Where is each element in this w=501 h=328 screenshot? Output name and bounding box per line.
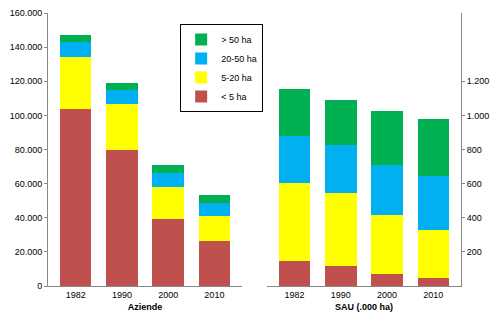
svg-text:Aziende: Aziende bbox=[128, 302, 163, 312]
svg-text:40.000: 40.000 bbox=[15, 213, 43, 223]
svg-text:2000: 2000 bbox=[158, 290, 178, 300]
svg-text:80.000: 80.000 bbox=[15, 145, 43, 155]
svg-text:200: 200 bbox=[467, 247, 482, 257]
svg-text:SAU (.000 ha): SAU (.000 ha) bbox=[335, 302, 393, 312]
svg-text:120.000: 120.000 bbox=[10, 76, 43, 86]
svg-text:2010: 2010 bbox=[423, 290, 443, 300]
svg-text:140.000: 140.000 bbox=[10, 42, 43, 52]
svg-text:5-20 ha: 5-20 ha bbox=[221, 73, 252, 83]
svg-text:60.000: 60.000 bbox=[15, 179, 43, 189]
svg-text:0: 0 bbox=[37, 281, 42, 291]
svg-text:2010: 2010 bbox=[204, 290, 224, 300]
svg-text:2000: 2000 bbox=[377, 290, 397, 300]
svg-text:400: 400 bbox=[467, 213, 482, 223]
svg-text:100.000: 100.000 bbox=[10, 111, 43, 121]
svg-text:1982: 1982 bbox=[66, 290, 86, 300]
svg-text:800: 800 bbox=[467, 145, 482, 155]
svg-text:600: 600 bbox=[467, 179, 482, 189]
svg-text:20.000: 20.000 bbox=[15, 247, 43, 257]
svg-text:1990: 1990 bbox=[112, 290, 132, 300]
svg-text:1990: 1990 bbox=[331, 290, 351, 300]
svg-text:1.200: 1.200 bbox=[467, 76, 490, 86]
svg-text:< 5 ha: < 5 ha bbox=[221, 92, 246, 102]
svg-text:160.000: 160.000 bbox=[10, 8, 43, 18]
svg-text:1982: 1982 bbox=[285, 290, 305, 300]
svg-text:1.000: 1.000 bbox=[467, 111, 490, 121]
svg-text:> 50 ha: > 50 ha bbox=[221, 35, 251, 45]
svg-text:20-50 ha: 20-50 ha bbox=[221, 54, 257, 64]
